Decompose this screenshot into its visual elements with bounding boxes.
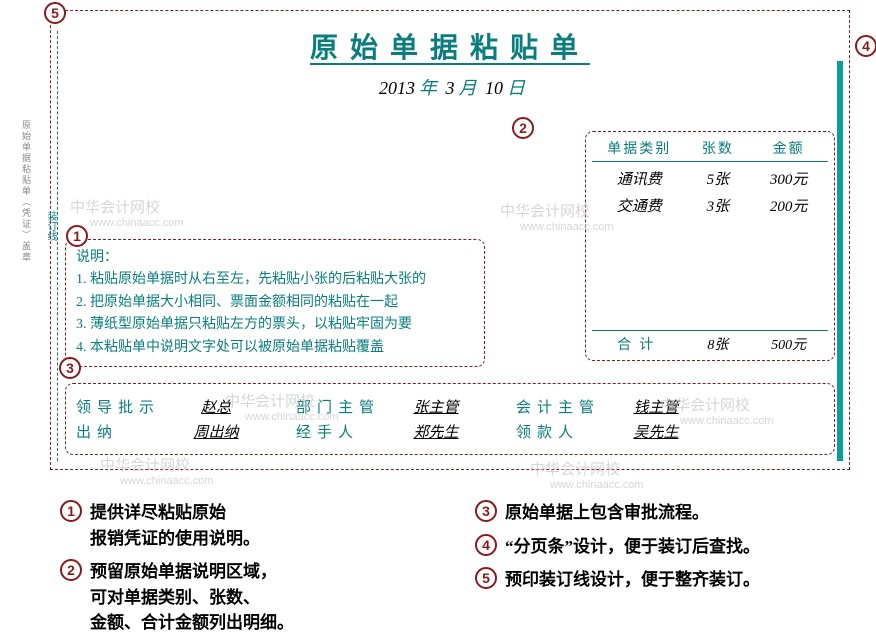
instruction-item: 2. 把原始单据大小相同、票面金额相同的粘贴在一起 <box>76 293 474 313</box>
watermark: 中华会计网校www.chinaacc.com <box>100 454 214 487</box>
page-divider-bar <box>837 61 843 461</box>
day-value: 10 <box>485 78 503 98</box>
legend-number: 5 <box>475 567 497 589</box>
instruction-item: 4. 本粘贴单中说明文字处可以被原始单据粘贴覆盖 <box>76 338 474 358</box>
legend-item: 4 “分页条”设计，便于装订后查找。 <box>475 534 850 560</box>
legend-text: 原始单据上包含审批流程。 <box>505 500 709 526</box>
legend-text: 预印装订线设计，便于整齐装订。 <box>505 567 760 593</box>
annotation-marker-5: 5 <box>44 2 66 24</box>
legend-item: 3 原始单据上包含审批流程。 <box>475 500 850 526</box>
col-amount: 金额 <box>749 138 828 158</box>
detail-table: 单据类别 张数 金额 通讯费 5张 300元 交通费 3张 200元 合计 8张… <box>585 131 835 361</box>
instruction-item: 1. 粘贴原始单据时从右至左，先粘贴小张的后粘贴大张的 <box>76 270 474 290</box>
watermark: 中华会计网校www.chinaacc.com <box>70 196 184 229</box>
month-value: 3 <box>446 78 455 98</box>
table-row: 交通费 3张 200元 <box>592 195 828 216</box>
table-total-row: 合计 8张 500元 <box>592 330 828 354</box>
year-value: 2013 <box>379 78 415 98</box>
form-title: 原始单据粘贴单 <box>51 26 849 66</box>
legend-container: 1 提供详尽粘贴原始报销凭证的使用说明。 2 预留原始单据说明区域，可对单据类别、张数… <box>60 500 850 644</box>
legend-number: 4 <box>475 534 497 556</box>
annotation-marker-1: 1 <box>66 225 88 247</box>
instructions-box: 说明： 1. 粘贴原始单据时从右至左，先粘贴小张的后粘贴大张的 2. 把原始单据… <box>65 239 485 367</box>
watermark: 中华会计网校www.chinaacc.com <box>225 390 339 423</box>
legend-text: 预留原始单据说明区域，可对单据类别、张数、金额、合计金额列出明细。 <box>90 559 294 636</box>
legend-number: 1 <box>60 500 82 522</box>
instructions-label: 说明： <box>76 246 474 266</box>
binding-text: 装订线 <box>43 211 58 241</box>
legend-number: 2 <box>60 559 82 581</box>
table-row: 通讯费 5张 300元 <box>592 168 828 189</box>
binding-line <box>57 31 58 461</box>
watermark: 中华会计网校www.chinaacc.com <box>530 458 644 491</box>
total-count: 8张 <box>686 334 749 354</box>
annotation-marker-2: 2 <box>512 117 534 139</box>
legend-item: 5 预印装订线设计，便于整齐装订。 <box>475 567 850 593</box>
legend-text: “分页条”设计，便于装订后查找。 <box>505 534 760 560</box>
annotation-marker-3: 3 <box>59 357 81 379</box>
legend-number: 3 <box>475 500 497 522</box>
side-small-text: 原始单据粘贴单（凭证）盖章 <box>20 120 33 263</box>
watermark: 中华会计网校www.chinaacc.com <box>500 200 614 233</box>
annotation-marker-4: 4 <box>855 35 876 57</box>
table-header: 单据类别 张数 金额 <box>592 138 828 162</box>
legend-item: 2 预留原始单据说明区域，可对单据类别、张数、金额、合计金额列出明细。 <box>60 559 435 636</box>
instruction-item: 3. 薄纸型原始单据只粘贴左方的票头，以粘贴牢固为要 <box>76 315 474 335</box>
legend-left-col: 1 提供详尽粘贴原始报销凭证的使用说明。 2 预留原始单据说明区域，可对单据类别、张数… <box>60 500 435 644</box>
total-label: 合计 <box>592 334 686 354</box>
col-count: 张数 <box>686 138 749 158</box>
total-amount: 500元 <box>749 334 828 354</box>
watermark: 中华会计网校www.chinaacc.com <box>660 394 774 427</box>
col-category: 单据类别 <box>592 138 686 158</box>
legend-text: 提供详尽粘贴原始报销凭证的使用说明。 <box>90 500 260 551</box>
date-line: 2013年 3月 10日 <box>51 74 849 100</box>
legend-right-col: 3 原始单据上包含审批流程。 4 “分页条”设计，便于装订后查找。 5 预印装订线设计，便… <box>475 500 850 644</box>
legend-item: 1 提供详尽粘贴原始报销凭证的使用说明。 <box>60 500 435 551</box>
